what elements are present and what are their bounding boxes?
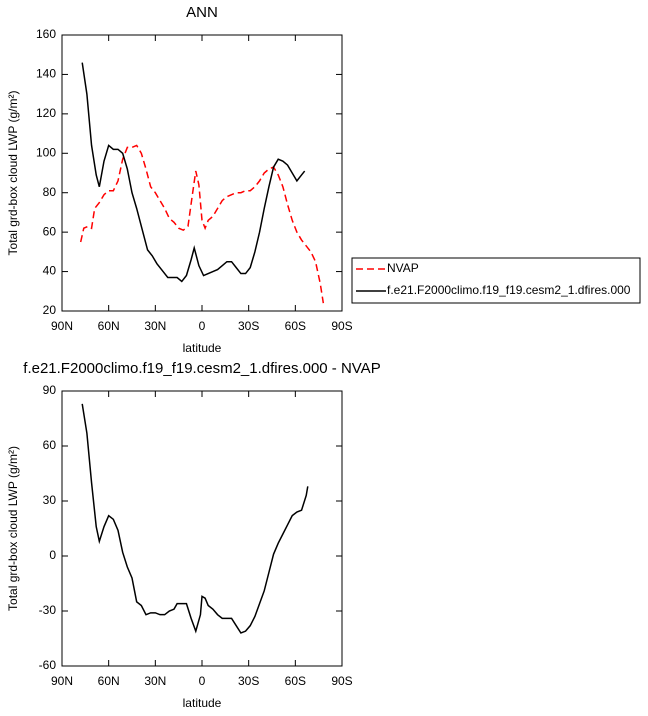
x-axis-label: latitude <box>183 696 222 710</box>
y-tick-label: 140 <box>36 67 56 81</box>
x-tick-label: 0 <box>199 319 206 333</box>
x-tick-label: 90N <box>51 674 73 688</box>
x-tick-label: 90S <box>331 674 352 688</box>
y-tick-label: 60 <box>43 224 57 238</box>
x-tick-label: 30N <box>144 674 166 688</box>
y-tick-label: 90 <box>43 383 57 397</box>
x-tick-label: 0 <box>199 674 206 688</box>
y-tick-label: -30 <box>39 603 57 617</box>
y-tick-label: 80 <box>43 185 57 199</box>
y-tick-label: 20 <box>43 303 57 317</box>
x-tick-label: 30N <box>144 319 166 333</box>
y-tick-label: 30 <box>43 493 57 507</box>
data-line <box>79 144 325 304</box>
x-tick-label: 60N <box>98 674 120 688</box>
y-tick-label: 160 <box>36 27 56 41</box>
x-tick-label: 30S <box>238 674 259 688</box>
y-tick-label: 0 <box>49 548 56 562</box>
y-tick-label: 120 <box>36 106 56 120</box>
x-tick-label: 60S <box>285 674 306 688</box>
x-tick-label: 90N <box>51 319 73 333</box>
y-tick-label: 100 <box>36 145 56 159</box>
data-line <box>81 62 306 283</box>
legend-label: f.e21.F2000climo.f19_f19.cesm2_1.dfires.… <box>387 283 631 297</box>
plot-frame <box>61 34 343 312</box>
x-tick-label: 60N <box>98 319 120 333</box>
chart-title: f.e21.F2000climo.f19_f19.cesm2_1.dfires.… <box>23 360 380 377</box>
legend-box <box>351 257 641 304</box>
x-tick-label: 30S <box>238 319 259 333</box>
data-line <box>81 403 309 634</box>
y-tick-label: 60 <box>43 438 57 452</box>
chart-title: ANN <box>186 4 218 21</box>
y-axis-label: Total grd-box cloud LWP (g/m²) <box>6 91 20 256</box>
x-tick-label: 60S <box>285 319 306 333</box>
y-tick-label: -60 <box>39 658 57 672</box>
y-tick-label: 40 <box>43 264 57 278</box>
x-axis-label: latitude <box>183 341 222 355</box>
y-axis-label: Total grd-box cloud LWP (g/m²) <box>6 446 20 611</box>
legend-label: NVAP <box>387 261 419 275</box>
x-tick-label: 90S <box>331 319 352 333</box>
